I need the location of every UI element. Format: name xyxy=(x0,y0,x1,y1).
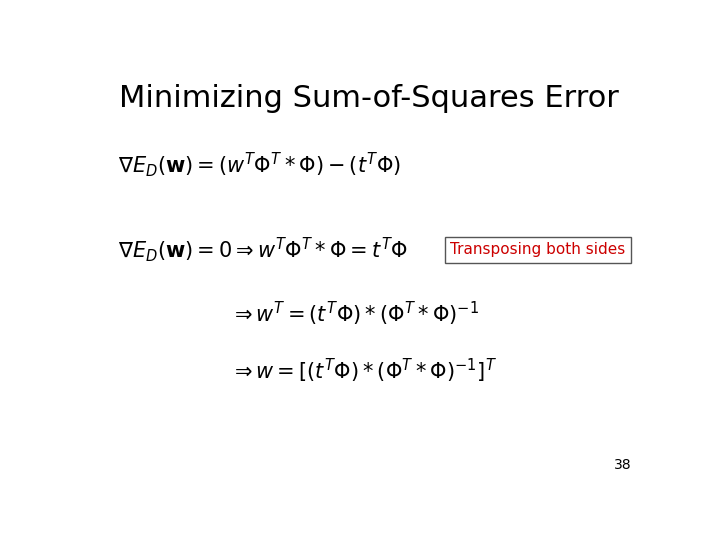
Text: 38: 38 xyxy=(613,458,631,472)
Text: $\nabla E_D(\mathbf{w}) = (w^T\Phi^T * \Phi) - (t^T\Phi)$: $\nabla E_D(\mathbf{w}) = (w^T\Phi^T * \… xyxy=(118,150,401,179)
Text: $\Rightarrow w^T = (t^T\Phi) * (\Phi^T * \Phi)^{-1}$: $\Rightarrow w^T = (t^T\Phi) * (\Phi^T *… xyxy=(230,300,479,328)
Text: $\Rightarrow w = [(t^T\Phi) * (\Phi^T * \Phi)^{-1}]^T$: $\Rightarrow w = [(t^T\Phi) * (\Phi^T * … xyxy=(230,356,496,384)
Text: Transposing both sides: Transposing both sides xyxy=(450,242,625,258)
Text: $\nabla E_D(\mathbf{w}) = 0 \Rightarrow w^T\Phi^T * \Phi = t^T\Phi$: $\nabla E_D(\mathbf{w}) = 0 \Rightarrow … xyxy=(118,235,408,264)
Text: Minimizing Sum-of-Squares Error: Minimizing Sum-of-Squares Error xyxy=(119,84,619,112)
